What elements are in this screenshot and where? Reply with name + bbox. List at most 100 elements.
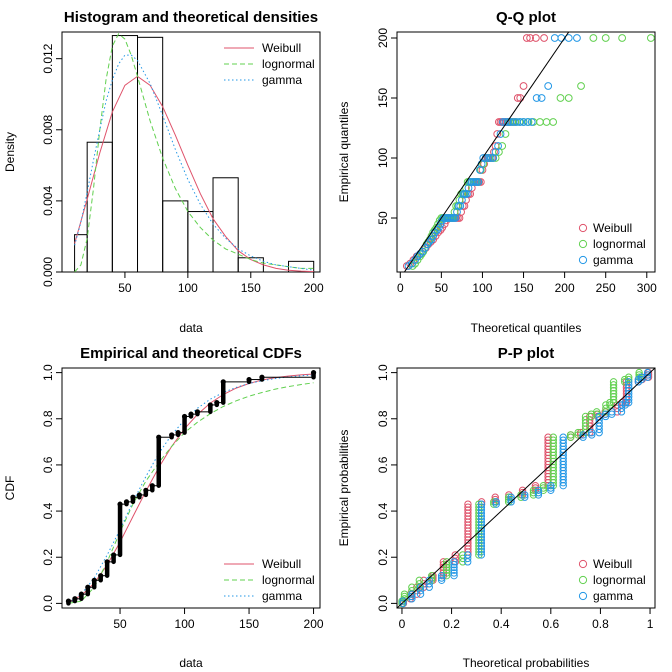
qq-point — [425, 238, 433, 246]
qq-point — [513, 94, 522, 102]
qq-point — [493, 130, 502, 138]
pp-point — [477, 500, 486, 508]
pp-ytick-label: 0.6 — [376, 456, 390, 473]
pp-point — [643, 371, 652, 379]
pp-legend-label-gamma: gamma — [593, 589, 633, 603]
qq-point — [519, 118, 528, 126]
histogram-legend-label-lognormal: lognormal — [262, 57, 315, 71]
histogram-xtick-label: 50 — [118, 281, 132, 295]
pp-point — [517, 493, 525, 501]
qq-point — [544, 82, 553, 90]
pp-point — [588, 431, 596, 439]
pp-point — [442, 558, 451, 566]
qq-series-gamma — [404, 34, 581, 270]
qq-point — [423, 240, 432, 249]
pp-point — [437, 574, 446, 582]
pp-point — [579, 431, 587, 439]
qq-point — [557, 34, 566, 42]
qq-point — [542, 118, 551, 126]
histogram-legend-label-gamma: gamma — [262, 73, 302, 87]
pp-series-gamma — [399, 368, 652, 608]
pp-point — [507, 493, 515, 501]
pp-point — [451, 551, 459, 559]
pp-point — [464, 551, 472, 559]
pp-point — [459, 558, 467, 566]
pp-point — [490, 500, 498, 508]
qq-point — [550, 34, 559, 42]
pp-point — [450, 563, 458, 572]
pp-point — [521, 493, 529, 501]
pp-point — [408, 590, 416, 598]
histogram-bar — [137, 36, 164, 272]
histogram-title: Histogram and theoretical densities — [64, 9, 318, 26]
empirical-cdf-point — [194, 409, 201, 415]
pp-point — [416, 590, 425, 598]
pp-point — [464, 554, 472, 563]
qq-xtick-label: 300 — [637, 281, 657, 295]
qq-point — [564, 34, 573, 42]
pp-point — [547, 484, 555, 492]
pp-point — [534, 486, 543, 495]
cdf-panel: Empirical and theoretical CDFs data CDF … — [3, 345, 324, 670]
histogram-xtick-label: 100 — [178, 281, 198, 295]
pp-xtick-label: 1 — [647, 617, 654, 631]
pp-point — [450, 569, 458, 577]
qq-point — [519, 82, 528, 90]
qq-point — [476, 178, 485, 186]
qq-ytick-label: 200 — [376, 28, 390, 48]
histogram-ylabel: Density — [3, 132, 17, 172]
pp-point — [477, 503, 486, 511]
qq-point — [540, 34, 548, 42]
qq-legend-key-gamma — [578, 255, 588, 265]
qq-xlabel: Theoretical quantiles — [471, 321, 582, 335]
pp-point — [588, 428, 596, 437]
pp-xtick-label: 0.8 — [592, 617, 609, 631]
cdf-marks: 50 100 150 200 0.0 0.2 0.4 0.6 0.8 1.0 Weibull logn… — [41, 364, 324, 631]
cdf-xtick-label: 200 — [304, 617, 324, 631]
pp-point — [450, 560, 458, 569]
pp-point — [425, 583, 433, 591]
pp-point — [617, 401, 626, 409]
histogram-bar — [187, 211, 214, 272]
pp-point — [492, 498, 500, 506]
qq-point — [618, 34, 627, 42]
pp-point — [399, 597, 407, 605]
qq-point — [433, 226, 442, 234]
pp-point — [559, 436, 567, 444]
qq-point — [646, 34, 655, 42]
qq-point — [601, 34, 610, 42]
pp-point — [464, 558, 472, 566]
pp-legend-label-lognormal: lognormal — [593, 573, 646, 587]
pp-legend-key-weibull — [578, 559, 588, 569]
cdf-xlabel: data — [179, 656, 203, 670]
qq-point — [499, 118, 507, 126]
cdf-ytick-label: 1.0 — [41, 364, 55, 381]
pp-xtick-label: 0.4 — [493, 617, 510, 631]
pp-xtick-label: 0.2 — [443, 617, 460, 631]
pp-inner — [397, 368, 655, 608]
histogram-bar — [111, 35, 139, 272]
qq-point — [536, 118, 544, 126]
qq-series-weibull — [402, 34, 548, 270]
pp-point — [521, 491, 529, 499]
pp-point — [625, 373, 633, 381]
pp-point — [490, 498, 498, 506]
pp-title: P-P plot — [498, 345, 554, 362]
pp-point — [635, 368, 643, 377]
qq-point — [427, 235, 436, 244]
pp-point — [609, 378, 618, 386]
pp-point — [416, 583, 425, 591]
qq-panel: Q-Q plot Theoretical quantiles Empirical… — [337, 9, 657, 335]
pp-ytick-label: 0.4 — [376, 502, 390, 519]
histogram-marks: 50 100 150 200 0.000 0.004 0.008 0.012 Weibull lo… — [41, 33, 324, 295]
qq-legend-key-weibull — [578, 223, 588, 233]
empirical-cdf-point — [310, 370, 317, 376]
qq-point — [573, 34, 581, 42]
cdf-xtick-label: 50 — [113, 617, 127, 631]
qq-ylabel: Empirical quantiles — [337, 102, 351, 203]
pp-point — [549, 433, 557, 441]
histogram-ytick-label: 0.008 — [41, 114, 55, 144]
qq-inner — [402, 32, 655, 272]
qq-point — [496, 130, 505, 138]
qq-point — [516, 118, 525, 126]
